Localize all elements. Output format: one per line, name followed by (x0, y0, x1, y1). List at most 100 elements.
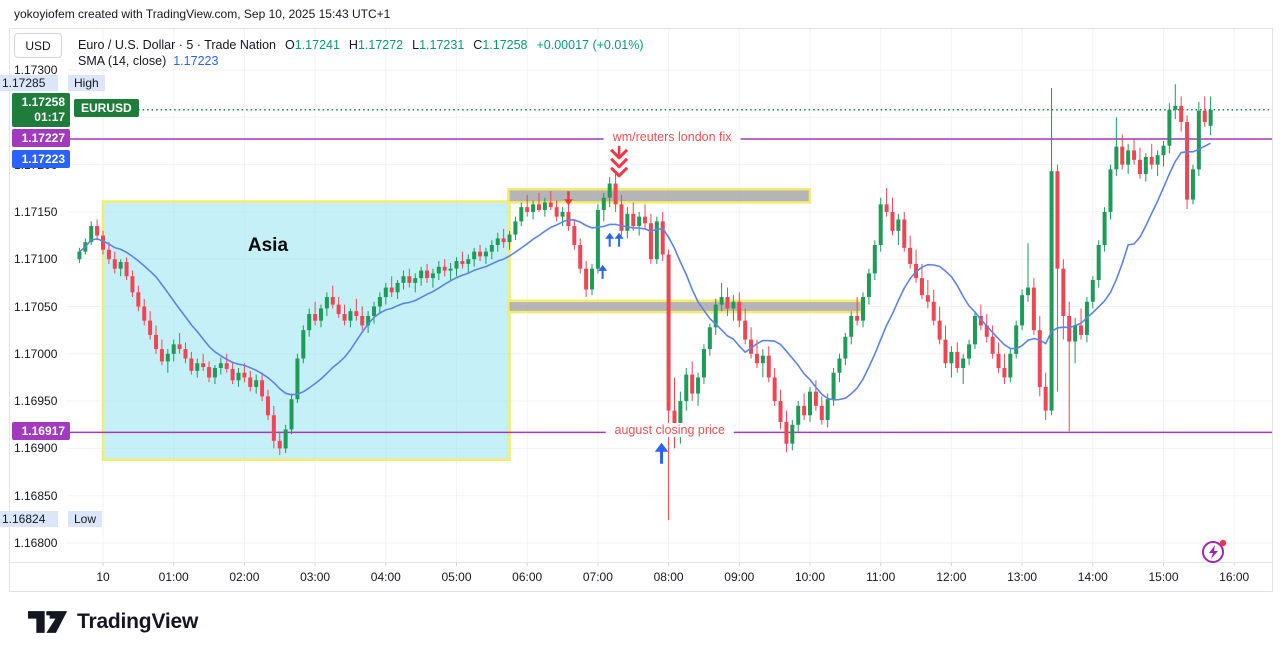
candle-body (760, 355, 765, 364)
candle-body (1202, 110, 1207, 123)
tradingview-logo[interactable]: TradingView (28, 607, 198, 637)
price-tick-label: 1.17100 (14, 252, 58, 267)
asia-session-label[interactable]: Asia (247, 234, 289, 256)
candle-body (1179, 105, 1184, 123)
candle-body (354, 311, 359, 316)
time-axis-separator (10, 562, 1273, 563)
candle-body (1196, 110, 1201, 170)
price-tick-label: 1.16800 (14, 536, 58, 550)
candle-body (1020, 295, 1025, 326)
candle-body (1190, 169, 1195, 200)
sma-value-badge: 1.17223 (12, 150, 70, 169)
august-close-line-label[interactable]: august closing price (605, 423, 735, 438)
candle-body (884, 204, 889, 212)
candle-body (784, 421, 789, 444)
candle-body (230, 368, 235, 381)
candle-body (548, 202, 553, 208)
london-fix-price-badge: 1.17227 (12, 129, 70, 148)
candle-body (89, 226, 94, 243)
candle-body (1155, 155, 1160, 165)
candle-body (295, 358, 300, 400)
candle-body (330, 297, 335, 305)
up-arrow-icon (654, 442, 669, 452)
candle-body (749, 339, 754, 354)
close-value: 1.17258 (482, 38, 528, 52)
candle-body (377, 297, 382, 307)
candle-body (236, 372, 241, 381)
candle-body (1073, 325, 1078, 342)
candle-body (849, 315, 854, 337)
candle-body (507, 234, 512, 243)
candle-body (383, 287, 388, 298)
candle-body (837, 358, 842, 373)
candle-body (336, 304, 341, 315)
day-high-label: High (68, 75, 105, 92)
up-arrow-icon (614, 232, 624, 239)
candle-body (212, 367, 217, 378)
time-tick-label: 08:00 (653, 570, 684, 584)
candle-body (472, 251, 477, 260)
price-tick-label: 1.17000 (14, 346, 58, 361)
price-tick-label: 1.17300 (14, 63, 58, 77)
low-label: L (412, 38, 420, 52)
candle-body (625, 213, 630, 231)
candle-body (654, 221, 659, 260)
candle-body (1002, 367, 1007, 378)
candle-body (825, 399, 830, 421)
flash-snapshot-button[interactable] (1199, 536, 1229, 566)
candle-body (1079, 325, 1084, 335)
candle-body (696, 377, 701, 394)
candle-body (637, 216, 642, 227)
candle-body (1167, 109, 1172, 146)
symbol-badge: EURUSD (74, 98, 139, 117)
candle-body (660, 221, 665, 255)
candle-body (808, 391, 812, 416)
candle-body (843, 336, 848, 359)
time-tick-label: 16:00 (1219, 570, 1250, 584)
candle-body (819, 405, 824, 421)
last-price-badge: 1.17258 01:17 (12, 92, 70, 127)
candle-body (372, 306, 377, 316)
candle-body (778, 401, 783, 422)
indicator-name[interactable]: SMA (14, close) (78, 54, 167, 68)
candle-body (902, 219, 907, 248)
tradingview-logo-text: TradingView (77, 610, 199, 633)
candle-body (866, 273, 871, 298)
candle-body (754, 353, 759, 364)
up-arrow-icon (605, 232, 615, 239)
candle-body (1120, 146, 1125, 165)
candle-body (389, 287, 394, 293)
time-tick-label: 11:00 (866, 570, 896, 584)
candle-body (554, 207, 559, 217)
time-tick-label: 07:00 (582, 570, 613, 584)
symbol-title[interactable]: Euro / U.S. Dollar · 5 · Trade Nation (78, 38, 276, 52)
candle-body (631, 213, 636, 227)
candle-body (707, 327, 712, 350)
candle-body (1061, 268, 1066, 316)
tradingview-logo-icon (28, 611, 68, 633)
candle-body (1096, 245, 1101, 281)
candle-body (201, 363, 206, 368)
candle-body (972, 315, 977, 345)
candle-body (719, 297, 724, 305)
candle-body (1037, 330, 1042, 387)
candle-body (701, 349, 706, 378)
candle-body (395, 282, 400, 293)
indicator-value: 1.17223 (173, 54, 219, 68)
london-fix-line-label[interactable]: wm/reuters london fix (603, 130, 741, 145)
candle-body (937, 320, 942, 340)
currency-scale-button[interactable]: USD (14, 33, 62, 58)
candle-body (536, 204, 541, 211)
candle-body (925, 295, 930, 302)
candle-body (984, 325, 989, 337)
day-high-value: 1.17285 (0, 75, 58, 92)
candle-body (1008, 353, 1013, 378)
candle-body (1114, 146, 1119, 170)
time-tick-label: 13:00 (1007, 570, 1038, 584)
candle-body (118, 262, 123, 269)
candle-body (218, 363, 223, 368)
candle-body (949, 351, 954, 364)
candle-body (590, 268, 595, 290)
candle-body (737, 301, 742, 321)
